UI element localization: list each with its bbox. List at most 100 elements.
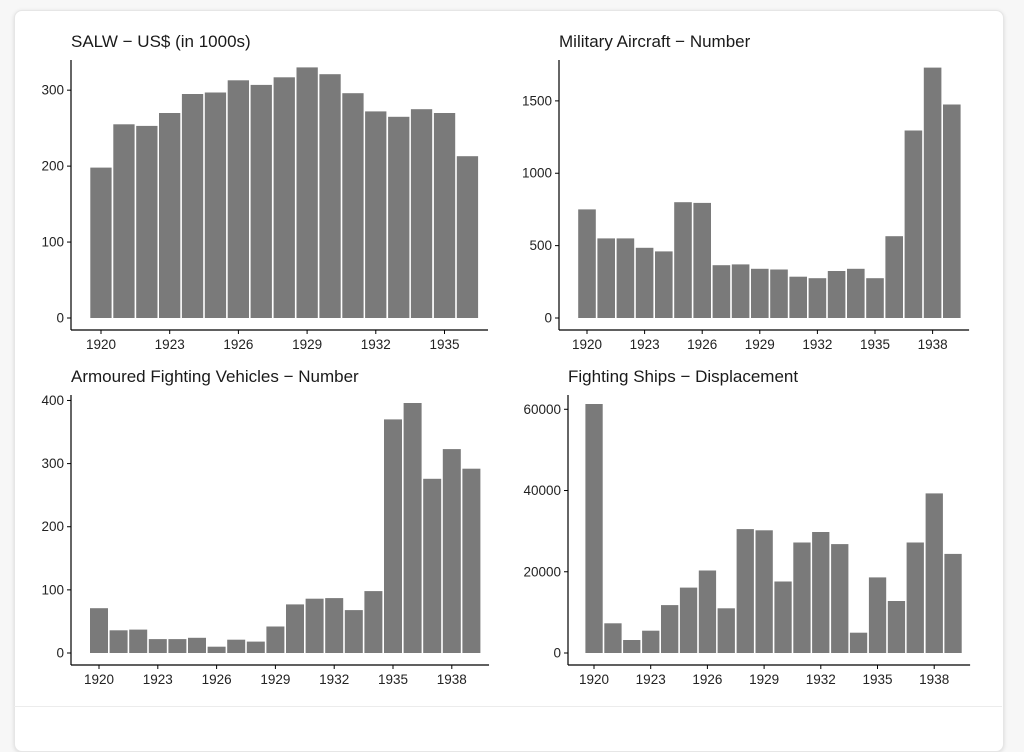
- panel-2-bar-1937: [904, 130, 923, 318]
- panel-1-bar-1933: [388, 116, 410, 318]
- panel-4-bar-1923: [642, 630, 660, 653]
- panel-4-ytick-label-60000: 60000: [523, 402, 561, 417]
- panel-3-bar-1923: [148, 639, 167, 653]
- panel-2-xtick-label-1929: 1929: [745, 337, 775, 352]
- panel-1-bar-1924: [181, 94, 204, 318]
- panel-2-ytick-label-1500: 1500: [522, 93, 552, 108]
- panel-3-bar-1934: [364, 591, 383, 653]
- panel-2-bar-1931: [789, 276, 807, 318]
- panel-1-bar-1936: [456, 156, 479, 318]
- panel-3-bar-1938: [442, 449, 461, 653]
- panel-2-bar-1932: [808, 278, 827, 318]
- panel-4-xtick-label-1938: 1938: [919, 672, 949, 687]
- panel-3-xtick-label-1935: 1935: [378, 672, 408, 687]
- panel-3-bar-1935: [384, 419, 402, 653]
- panel-1-bar-1934: [410, 109, 433, 318]
- panel-4-bar-1934: [849, 632, 868, 653]
- panel-4-bar-1939: [944, 553, 962, 653]
- panel-4-bar-1925: [679, 587, 698, 653]
- panel-1-bar-1931: [342, 93, 364, 318]
- panel-3-bar-1920: [90, 608, 108, 653]
- panel-1-xtick-label-1929: 1929: [292, 337, 322, 352]
- panel-1-ytick-label-200: 200: [41, 159, 64, 174]
- panel-2-bar-1934: [847, 268, 865, 318]
- panel-4-xtick-label-1926: 1926: [692, 672, 722, 687]
- panel-2-bar-1933: [827, 271, 846, 318]
- panel-4-bar-1938: [925, 493, 943, 653]
- panel-1-bar-1928: [273, 77, 295, 318]
- panel-2-bar-1920: [578, 209, 596, 318]
- panel-1-bar-1926: [227, 80, 249, 318]
- panel-4-bar-1930: [774, 581, 792, 653]
- panel-4-bar-1935: [868, 577, 887, 653]
- panel-1-title: SALW − US$ (in 1000s): [71, 32, 251, 51]
- panel-2-bar-1939: [943, 104, 961, 318]
- panel-2-bar-1929: [751, 268, 769, 318]
- panel-1-xtick-label-1926: 1926: [223, 337, 253, 352]
- panel-4-ytick-label-40000: 40000: [523, 483, 561, 498]
- panel-4-bar-1931: [793, 542, 811, 653]
- panel-4-xtick-label-1923: 1923: [636, 672, 666, 687]
- panel-2-ytick-label-0: 0: [544, 311, 552, 326]
- panel-3-bar-1931: [305, 598, 324, 653]
- panel-4-bar-1927: [717, 608, 735, 653]
- panel-2-bar-1924: [655, 251, 673, 318]
- panel-2-bar-1928: [731, 264, 750, 318]
- panel-2-xtick-label-1926: 1926: [687, 337, 717, 352]
- panel-3-bar-1932: [325, 598, 344, 653]
- panel-2-xtick-label-1938: 1938: [918, 337, 948, 352]
- panel-3-bar-1937: [423, 478, 442, 653]
- panel-3-bar-1925: [188, 637, 206, 653]
- panel-3-ytick-label-100: 100: [41, 582, 64, 597]
- panel-3-xtick-label-1920: 1920: [84, 672, 114, 687]
- panel-3-title: Armoured Fighting Vehicles − Number: [71, 367, 359, 386]
- panel-1-bar-1930: [319, 74, 341, 318]
- panel-4-bar-1929: [755, 530, 773, 653]
- panel-4-bar-1921: [604, 623, 622, 653]
- panel-3-bar-1930: [286, 604, 304, 653]
- panel-3: 0 100 200 300 400 1920 1923 1926 1929 1932 1935 193…: [41, 393, 490, 687]
- panel-1-bar-1921: [113, 124, 135, 318]
- panel-4-xtick-label-1935: 1935: [862, 672, 892, 687]
- panel-2-title: Military Aircraft − Number: [559, 32, 751, 51]
- panel-1: 0 100 200 300 1920 1923 1926 1929 1932 1935: [41, 60, 489, 352]
- panel-3-bar-1921: [109, 630, 128, 653]
- panel-1-xtick-label-1932: 1932: [361, 337, 391, 352]
- panel-3-bar-1926: [207, 646, 226, 653]
- panel-2-xtick-label-1923: 1923: [630, 337, 660, 352]
- panel-2-bar-1938: [923, 67, 942, 318]
- panel-2-xtick-label-1932: 1932: [802, 337, 832, 352]
- panel-2-ytick-label-500: 500: [529, 238, 552, 253]
- panel-3-ytick-label-200: 200: [41, 519, 64, 534]
- panel-1-bar-1935: [433, 113, 456, 318]
- panel-3-ytick-label-400: 400: [41, 393, 64, 408]
- panel-1-bar-1929: [296, 67, 318, 319]
- panel-1-xtick-label-1935: 1935: [429, 337, 459, 352]
- panel-4-bar-1936: [887, 601, 906, 653]
- panel-2-bar-1935: [866, 278, 884, 318]
- panel-1-bar-1920: [90, 167, 112, 318]
- panel-4-bar-1922: [623, 640, 641, 653]
- panel-1-bar-1927: [250, 84, 272, 319]
- panel-3-bar-1924: [168, 639, 187, 653]
- panel-1-ytick-label-300: 300: [41, 83, 64, 98]
- panel-3-bar-1929: [266, 626, 285, 653]
- panel-2-bar-1923: [635, 247, 654, 318]
- panel-1-bar-1923: [159, 113, 181, 318]
- panel-4-bar-1933: [831, 544, 849, 653]
- panel-3-bar-1936: [403, 403, 422, 653]
- panel-1-bar-1922: [136, 125, 158, 319]
- panel-3-xtick-label-1938: 1938: [437, 672, 467, 687]
- panel-2-bar-1927: [712, 265, 731, 318]
- panel-4-bar-1920: [585, 404, 603, 653]
- panel-1-xtick-label-1923: 1923: [155, 337, 185, 352]
- card-footer-divider: [14, 706, 1002, 707]
- panel-4-bar-1924: [661, 605, 679, 653]
- panel-4-xtick-label-1920: 1920: [579, 672, 609, 687]
- panel-2-bar-1926: [693, 202, 711, 318]
- panel-4-bar-1932: [812, 532, 830, 653]
- panel-1-ytick-label-0: 0: [56, 311, 64, 326]
- panel-3-ytick-label-300: 300: [41, 456, 64, 471]
- panel-4-title: Fighting Ships − Displacement: [568, 367, 798, 386]
- panel-1-xtick-label-1920: 1920: [86, 337, 116, 352]
